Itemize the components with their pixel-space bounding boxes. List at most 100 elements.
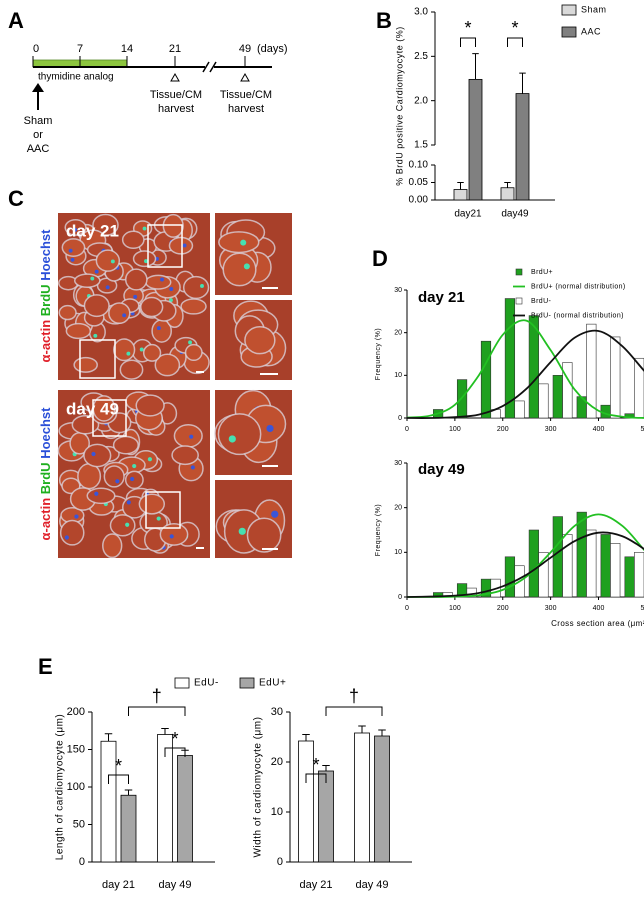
cell	[222, 252, 257, 287]
day-label: 14	[121, 43, 133, 55]
significance-bracket	[305, 773, 327, 783]
start-label: AAC	[27, 143, 50, 155]
harvest-label: Tissue/CM	[150, 89, 202, 101]
start-label: or	[33, 129, 43, 141]
legend-label: BrdU- (normal distribution)	[531, 312, 624, 319]
cell	[112, 435, 139, 455]
nucleus	[64, 535, 69, 540]
x-tick-label: 200	[497, 426, 509, 433]
bar	[318, 770, 334, 863]
nucleus	[126, 351, 131, 356]
panel-label: D	[372, 246, 388, 271]
chart-title: day 21	[418, 289, 465, 306]
significance-bracket	[325, 706, 383, 716]
histogram-bar	[552, 516, 563, 598]
significance-bracket	[108, 774, 129, 784]
cell	[142, 343, 162, 362]
cell	[59, 519, 85, 546]
x-tick-label: day21	[454, 209, 482, 220]
y-tick-label: 1.5	[414, 140, 428, 151]
cell	[132, 250, 157, 268]
error-bar	[504, 182, 511, 188]
nucleus	[126, 500, 131, 505]
micrographs	[57, 213, 292, 559]
zoom-box	[92, 399, 127, 437]
histogram-bar	[562, 534, 573, 598]
cell	[95, 249, 121, 272]
stain-label: BrdU	[38, 284, 53, 316]
significance-bracket	[164, 747, 186, 757]
bar	[500, 187, 515, 201]
cell	[73, 273, 101, 288]
y-tick-label: 0.10	[409, 160, 429, 171]
cell	[184, 343, 203, 362]
timeline-ticks	[32, 56, 246, 67]
nucleus	[142, 226, 147, 231]
y-tick-label: 150	[67, 743, 85, 755]
y-axis-label: Frequency (%)	[375, 504, 382, 556]
timeline: 0 7 14 21 49 (days) thymidine analog Sha…	[24, 43, 288, 155]
cell	[92, 213, 119, 237]
y-tick-label: 0.00	[409, 195, 429, 206]
significance-mark: *	[312, 755, 319, 775]
y-tick-label: 2.0	[414, 95, 428, 106]
cell	[124, 268, 148, 291]
cell	[121, 230, 145, 250]
panel-label: A	[8, 8, 24, 33]
y-tick-label: 30	[394, 287, 402, 294]
histogram-bar	[480, 340, 492, 419]
nucleus	[133, 294, 138, 299]
nucleus	[147, 457, 153, 462]
y-axis-label: % BrdU positive Cardiomyocyte (%)	[394, 26, 404, 186]
significance-mark: *	[511, 18, 518, 38]
x-axis-label: Cross section area (μm²)	[551, 619, 644, 628]
cell	[217, 413, 262, 456]
y-tick-label: 20	[271, 756, 283, 768]
nucleus	[68, 248, 73, 253]
histogram-bar	[528, 315, 539, 419]
harvest-marker	[170, 72, 180, 82]
error-bar	[124, 789, 133, 796]
cell	[73, 356, 98, 373]
cell	[124, 470, 144, 490]
nucleus	[160, 277, 164, 282]
error-bar	[161, 728, 169, 735]
harvest-marker	[240, 72, 250, 82]
cell	[246, 517, 282, 553]
cell	[244, 326, 276, 355]
nucleus	[74, 514, 79, 519]
cell	[218, 231, 260, 254]
normal-fit-curve	[406, 329, 644, 419]
x-tick-label: 300	[545, 605, 557, 612]
nucleus	[91, 451, 96, 457]
cell	[86, 487, 116, 505]
day-label: 7	[77, 43, 83, 55]
nucleus	[156, 326, 161, 331]
legend-label: BrdU+ (normal distribution)	[531, 283, 626, 290]
cell	[119, 359, 144, 380]
harvest-label: Tissue/CM	[220, 89, 272, 101]
x-tick-label: 400	[593, 426, 605, 433]
legend-swatch	[239, 677, 255, 689]
histogram-bar	[610, 543, 621, 598]
x-tick-label: day 49	[158, 879, 191, 891]
day-label: 0	[33, 43, 39, 55]
chart-title: day 49	[418, 461, 465, 478]
x-tick-label: 0	[405, 426, 409, 433]
y-tick-label: 10	[271, 806, 283, 818]
legend-label: EdU+	[259, 678, 286, 689]
histogram-bar	[586, 529, 597, 598]
arrow-head	[32, 83, 44, 92]
cell	[103, 465, 125, 488]
histogram-bar	[624, 556, 635, 598]
nucleus	[70, 257, 75, 262]
nucleus	[90, 276, 95, 281]
stain-label: α-actin	[38, 320, 53, 363]
legend-label: EdU-	[194, 678, 219, 689]
y-tick-label: 10	[394, 372, 402, 379]
nucleus	[94, 491, 99, 496]
bar	[468, 78, 483, 201]
cell	[180, 298, 207, 315]
nucleus	[125, 522, 130, 527]
legend-swatch	[174, 677, 190, 689]
